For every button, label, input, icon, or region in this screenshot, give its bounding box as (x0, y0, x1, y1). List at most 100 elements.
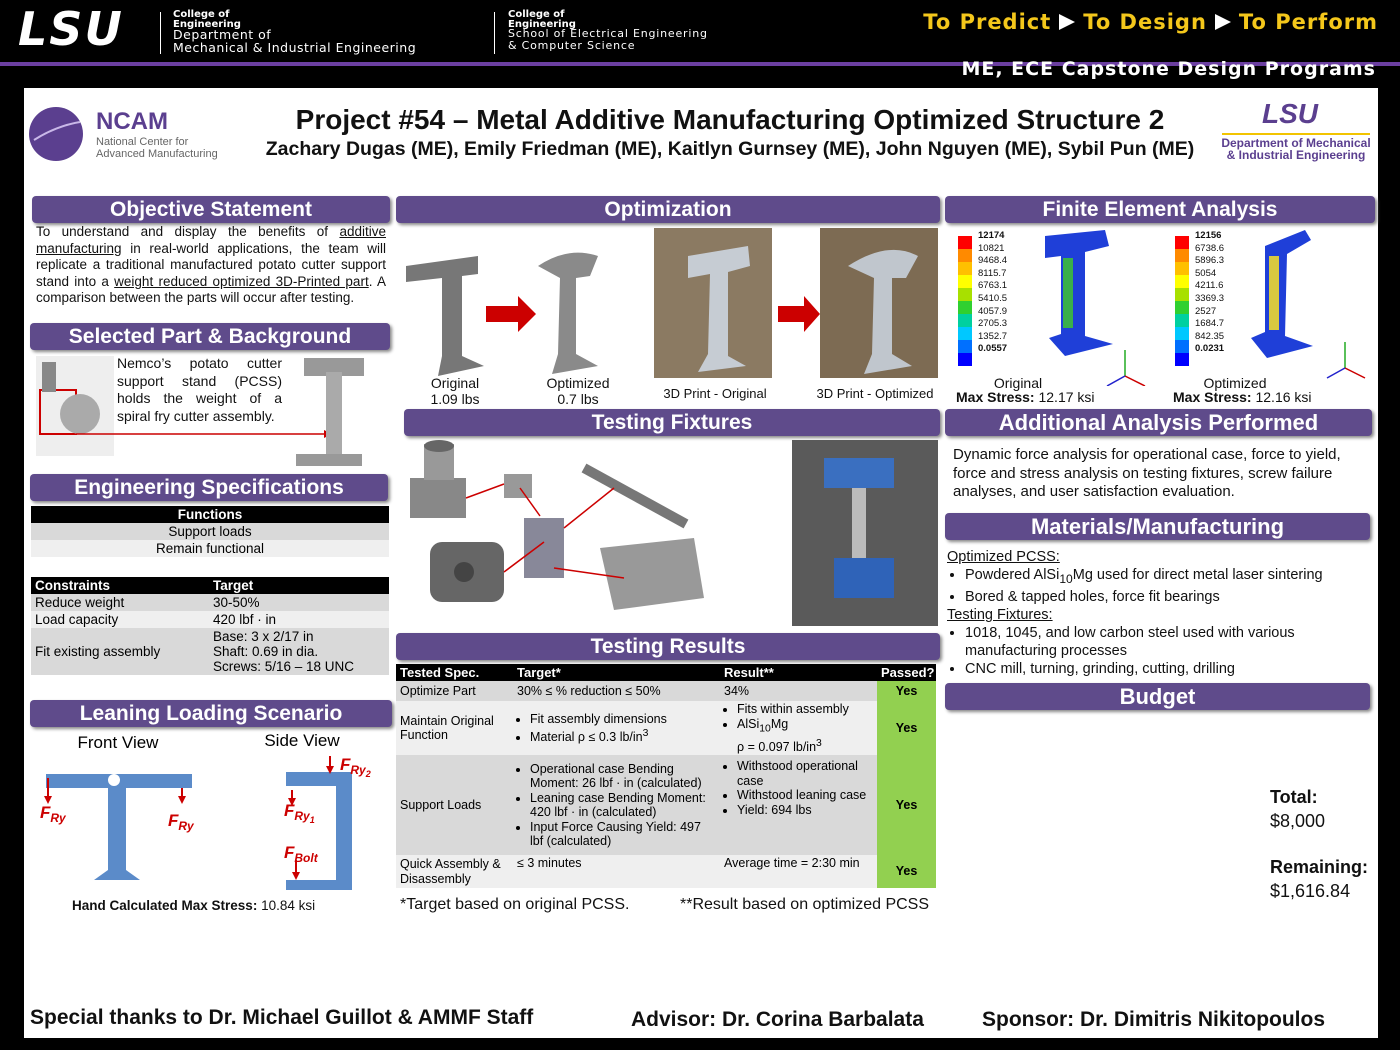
header-cell: Passed? (881, 665, 935, 680)
shape (1214, 14, 1231, 30)
tag: To Perform (1238, 10, 1378, 34)
milestone: Part analysis & optimization design (434, 963, 546, 994)
shape (454, 562, 474, 582)
text: in real-world applications, the team wil… (36, 240, 386, 289)
item: Powdered AlSi10Mg used for direct metal … (965, 566, 1367, 588)
item: Material ρ ≤ 0.3 lb/in3 (530, 727, 716, 745)
ncam-emblem (29, 107, 83, 161)
scale-label: 10821 (978, 242, 1005, 254)
scale-band (958, 327, 972, 340)
shape (852, 488, 866, 578)
additional-text: Dynamic force analysis for operational c… (953, 446, 1341, 500)
fixture-images (410, 440, 938, 626)
row: Support Loads Operational case Bending M… (396, 755, 936, 856)
list: Operational case Bending Moment: 26 lbf … (517, 762, 716, 849)
row: Constraints Target (31, 577, 389, 594)
scale-band (958, 314, 972, 327)
month: October (260, 925, 340, 950)
scale-label: 5410.5 (978, 293, 1008, 304)
shape (834, 558, 894, 598)
line: Original (430, 375, 480, 391)
cell: 34% (724, 683, 750, 698)
dept-logo: LSU (1262, 98, 1318, 129)
cell: Quick Assembly & Disassembly (400, 857, 501, 886)
scale-band (1175, 236, 1189, 249)
tagline: To Predict To Design To Perform (923, 10, 1378, 34)
milestone: Re-designed optimization & testing fixtu… (986, 963, 1134, 994)
sub: 10 (759, 723, 771, 734)
cell: 420 lbf · in (213, 612, 277, 627)
milestone: Testing fixture design & preliminary tes… (614, 963, 750, 994)
row: Fit existing assembly Base: 3 x 2/17 in Sh… (31, 628, 389, 675)
footnote: **Result based on optimized PCSS (680, 896, 930, 913)
header-rule (0, 62, 1400, 66)
header-cell: Functions (31, 506, 389, 523)
cell: Fits within assemblyAlSi10Mg ρ = 0.097 lb… (720, 701, 877, 755)
scale-label: 0.0557 (978, 343, 1008, 355)
scale-band (958, 301, 972, 314)
item: Withstood leaning case (737, 788, 873, 803)
section-header: Optimization (396, 196, 940, 223)
item: Fits within assembly (737, 702, 873, 717)
scale-band (958, 353, 972, 366)
shape (304, 358, 364, 376)
text: Optimized PCSS: (947, 549, 1060, 565)
tag: To Predict (923, 10, 1052, 34)
heading: Optimized PCSS: (947, 548, 1367, 566)
authors: Zachary Dugas (ME), Emily Friedman (ME),… (265, 138, 1195, 160)
cell: Support Loads (400, 797, 482, 812)
f: F (284, 843, 295, 862)
scale-label: 12156 (1195, 230, 1222, 241)
scale-band (1175, 249, 1189, 262)
list: Powdered AlSi10Mg used for direct metal … (947, 566, 1367, 606)
scale-band (958, 249, 972, 262)
milestone: Developed functions/constraints (47, 963, 167, 994)
sub: 2 (365, 769, 371, 779)
cell: Maintain Original Function (400, 713, 494, 743)
cell: Yes (877, 755, 936, 856)
footer-text: Advisor: Dr. Corina Barbalata (631, 1008, 924, 1031)
sub: Ry (350, 763, 367, 777)
divider (494, 12, 495, 54)
section-header: Testing Fixtures (404, 409, 940, 436)
shape (296, 454, 362, 466)
cell: 30% ≤ % reduction ≤ 50% (517, 683, 661, 698)
constraints-table: Constraints Target Reduce weight 30-50% Lo… (31, 577, 389, 675)
header-cell: Target (213, 578, 254, 593)
line: Base: 3 x 2/17 in (213, 629, 314, 644)
dept-name: Department of Mechanical & Industrial Eng… (1216, 137, 1376, 161)
row: Reduce weight 30-50% (31, 594, 389, 611)
total-value: $8,000 (1270, 811, 1326, 831)
text: additive manufacturing (36, 224, 386, 256)
scale-label: 3369.3 (1195, 293, 1225, 304)
list: Fits within assemblyAlSi10Mg ρ = 0.097 lb… (724, 702, 873, 754)
label: Max Stress: (1173, 389, 1252, 405)
scale-band (1175, 327, 1189, 340)
text: Powdered AlSi (965, 567, 1060, 583)
text: Mg used for direct metal laser sintering (1072, 567, 1323, 583)
shape (1063, 258, 1073, 328)
list: Fit assembly dimensionsMaterial ρ ≤ 0.3 … (517, 712, 716, 744)
row: Support loads (31, 523, 389, 540)
heading: Testing Fixtures: (947, 606, 1367, 624)
scale-label: 5054 (1195, 267, 1217, 279)
line: Screws: 5/16 – 18 UNC (213, 659, 355, 674)
sub: Ry (294, 809, 311, 823)
line: College of (508, 9, 565, 20)
cell: 30-50% (213, 595, 260, 610)
scale-band (958, 236, 972, 249)
college: College of Engineering (173, 10, 241, 30)
text: Testing Fixtures: (947, 606, 1053, 623)
shape (410, 478, 466, 518)
shape (406, 256, 484, 376)
text: Material ρ ≤ 0.3 lb/in (530, 729, 643, 744)
sub: 10 (1059, 571, 1073, 586)
scale-label: 842.35 (1195, 330, 1225, 342)
shape (486, 296, 536, 332)
scale-band (1175, 353, 1189, 366)
section-header: Leaning Loading Scenario (30, 700, 392, 727)
row: Quick Assembly & Disassembly ≤ 3 minutes A… (396, 855, 936, 889)
scale-label: 4211.6 (1195, 280, 1224, 292)
materials-text: Optimized PCSS: Powdered AlSi10Mg used f… (947, 548, 1367, 678)
sup: 3 (642, 727, 649, 739)
